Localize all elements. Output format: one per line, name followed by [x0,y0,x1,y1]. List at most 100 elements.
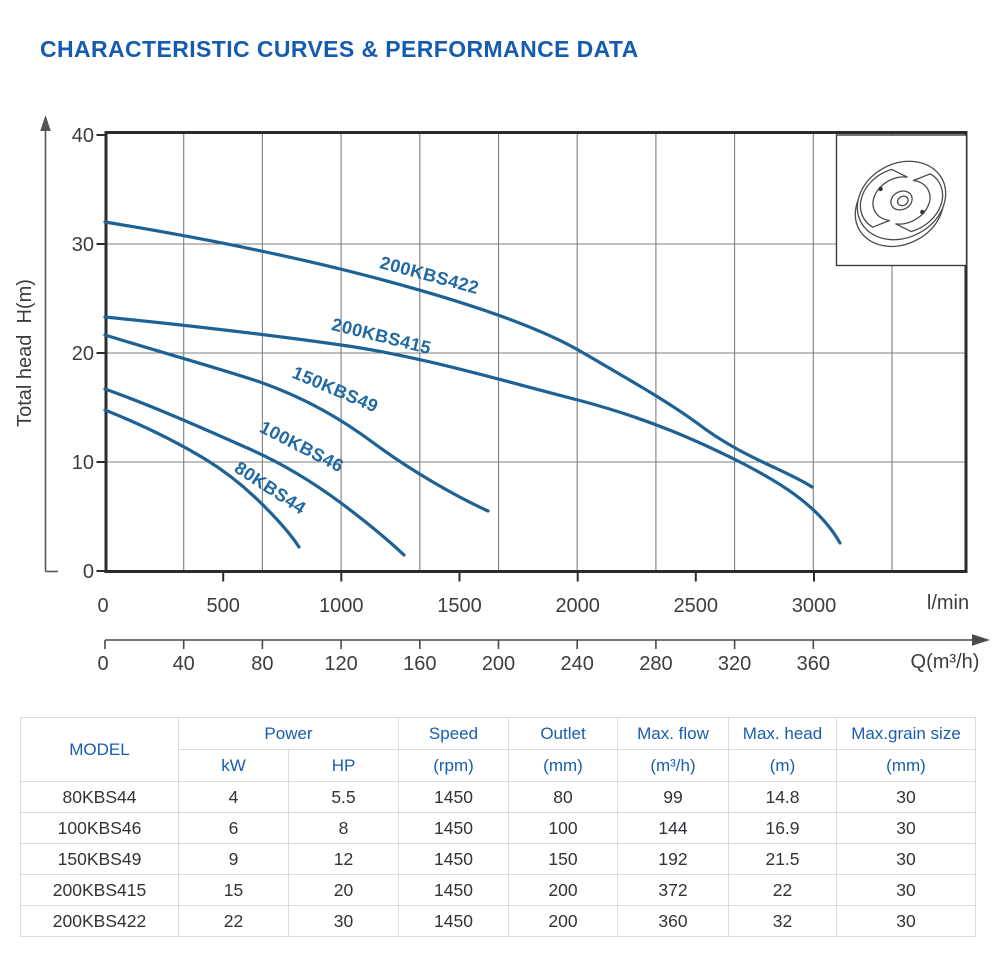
cell-flow: 99 [617,781,729,813]
y-axis-arrowhead-icon [40,115,51,131]
q-tick-40: 40 [173,653,195,675]
q-tick-200: 200 [482,653,515,675]
cell-head: 22 [728,874,837,906]
impeller-inset [835,134,968,267]
col-header-max-flow: Max. flow [617,717,729,750]
cell-flow: 144 [617,812,729,844]
y-tick-40: 40 [72,125,94,147]
table-row-100KBS46: 100KBS46 6 8 1450 100 144 16.9 30 [20,812,976,844]
plot-background [106,132,966,572]
q-tick-80: 80 [251,653,273,675]
cell-kw: 4 [178,781,289,813]
cell-flow: 360 [617,905,729,937]
cell-kw: 6 [178,812,289,844]
impeller-icon [854,160,947,248]
cell-grain: 30 [836,905,976,937]
cell-head: 14.8 [728,781,837,813]
cell-rpm: 1450 [398,812,509,844]
cell-model: 200KBS415 [20,874,179,906]
q-tick-120: 120 [324,653,357,675]
lmin-tick-0: 0 [97,595,108,617]
cell-hp: 20 [288,874,399,906]
q-tick-360: 360 [797,653,830,675]
grid-lines [107,134,965,570]
q-tick-240: 240 [561,653,594,675]
col-header-model: MODEL [20,717,179,782]
y-tick-marks [96,134,105,572]
cell-hp: 30 [288,905,399,937]
y-tick-0: 0 [83,561,94,583]
performance-chart: Total head H(m) 40 30 20 10 0 [14,115,990,675]
table-row-80KBS44: 80KBS44 4 5.5 1450 80 99 14.8 30 [20,781,976,813]
curve-80KBS44 [103,408,301,549]
col-header-kw: kW [178,749,289,782]
q-axis-arrowhead-icon [972,634,990,646]
col-header-hp: HP [288,749,399,782]
cell-rpm: 1450 [398,843,509,875]
lmin-tick-2500: 2500 [674,595,719,617]
lmin-unit-label: l/min [927,592,969,614]
cell-hp: 12 [288,843,399,875]
cell-rpm: 1450 [398,905,509,937]
q-tick-280: 280 [639,653,672,675]
x-tick-marks [222,573,815,582]
lmin-tick-500: 500 [207,595,240,617]
col-header-grain-unit: (mm) [836,749,976,782]
col-header-max-head: Max. head [728,717,837,750]
col-header-speed: Speed [398,717,509,750]
cell-kw: 15 [178,874,289,906]
lmin-tick-1500: 1500 [437,595,482,617]
y-axis-title: Total head H(m) [14,279,36,427]
page-title: CHARACTERISTIC CURVES & PERFORMANCE DATA [40,36,639,62]
performance-curves [103,220,842,557]
cell-rpm: 1450 [398,781,509,813]
y-tick-labels: 40 30 20 10 0 [72,125,94,583]
curve-100KBS46 [103,387,406,557]
table-row-200KBS415: 200KBS415 15 20 1450 200 372 22 30 [20,874,976,906]
col-header-outlet: Outlet [508,717,618,750]
cell-flow: 192 [617,843,729,875]
cell-hp: 5.5 [288,781,399,813]
cell-grain: 30 [836,812,976,844]
cell-outlet: 150 [508,843,618,875]
curve-200KBS415 [103,315,842,545]
col-header-outlet-unit: (mm) [508,749,618,782]
y-tick-30: 30 [72,234,94,256]
cell-head: 32 [728,905,837,937]
q-tick-160: 160 [403,653,436,675]
cell-head: 16.9 [728,812,837,844]
cell-grain: 30 [836,781,976,813]
q-axis-labels: 0 40 80 120 160 200 240 280 320 360 Q(m³… [97,651,979,675]
cell-grain: 30 [836,843,976,875]
curve-200KBS422 [103,220,814,489]
col-header-speed-unit: (rpm) [398,749,509,782]
y-tick-20: 20 [72,343,94,365]
cell-grain: 30 [836,874,976,906]
cell-model: 100KBS46 [20,812,179,844]
cell-outlet: 100 [508,812,618,844]
col-header-flow-unit: (m³/h) [617,749,729,782]
lmin-tick-2000: 2000 [555,595,600,617]
chart-svg: Total head H(m) 40 30 20 10 0 [14,115,990,675]
col-header-head-unit: (m) [728,749,837,782]
lmin-tick-3000: 3000 [792,595,837,617]
cell-flow: 372 [617,874,729,906]
col-header-grain: Max.grain size [836,717,976,750]
q-axis [104,634,990,649]
curve-150KBS49 [103,333,490,513]
table-header-row-1: MODEL Power Speed Outlet Max. flow Max. … [20,717,976,782]
lmin-axis-labels: 0 500 1000 1500 2000 2500 3000 l/min [97,592,969,617]
table-row-150KBS49: 150KBS49 9 12 1450 150 192 21.5 30 [20,843,976,875]
cell-model: 150KBS49 [20,843,179,875]
q-unit-label: Q(m³/h) [911,651,980,673]
cell-head: 21.5 [728,843,837,875]
cell-rpm: 1450 [398,874,509,906]
cell-model: 80KBS44 [20,781,179,813]
col-header-power: Power [178,717,399,750]
q-tick-320: 320 [718,653,751,675]
performance-table: MODEL Power Speed Outlet Max. flow Max. … [20,717,976,937]
table-header-row-2: kW HP (rpm) (mm) (m³/h) (m) (mm) [21,749,976,782]
cell-kw: 22 [178,905,289,937]
lmin-tick-1000: 1000 [319,595,364,617]
y-axis-arrow [40,115,58,573]
